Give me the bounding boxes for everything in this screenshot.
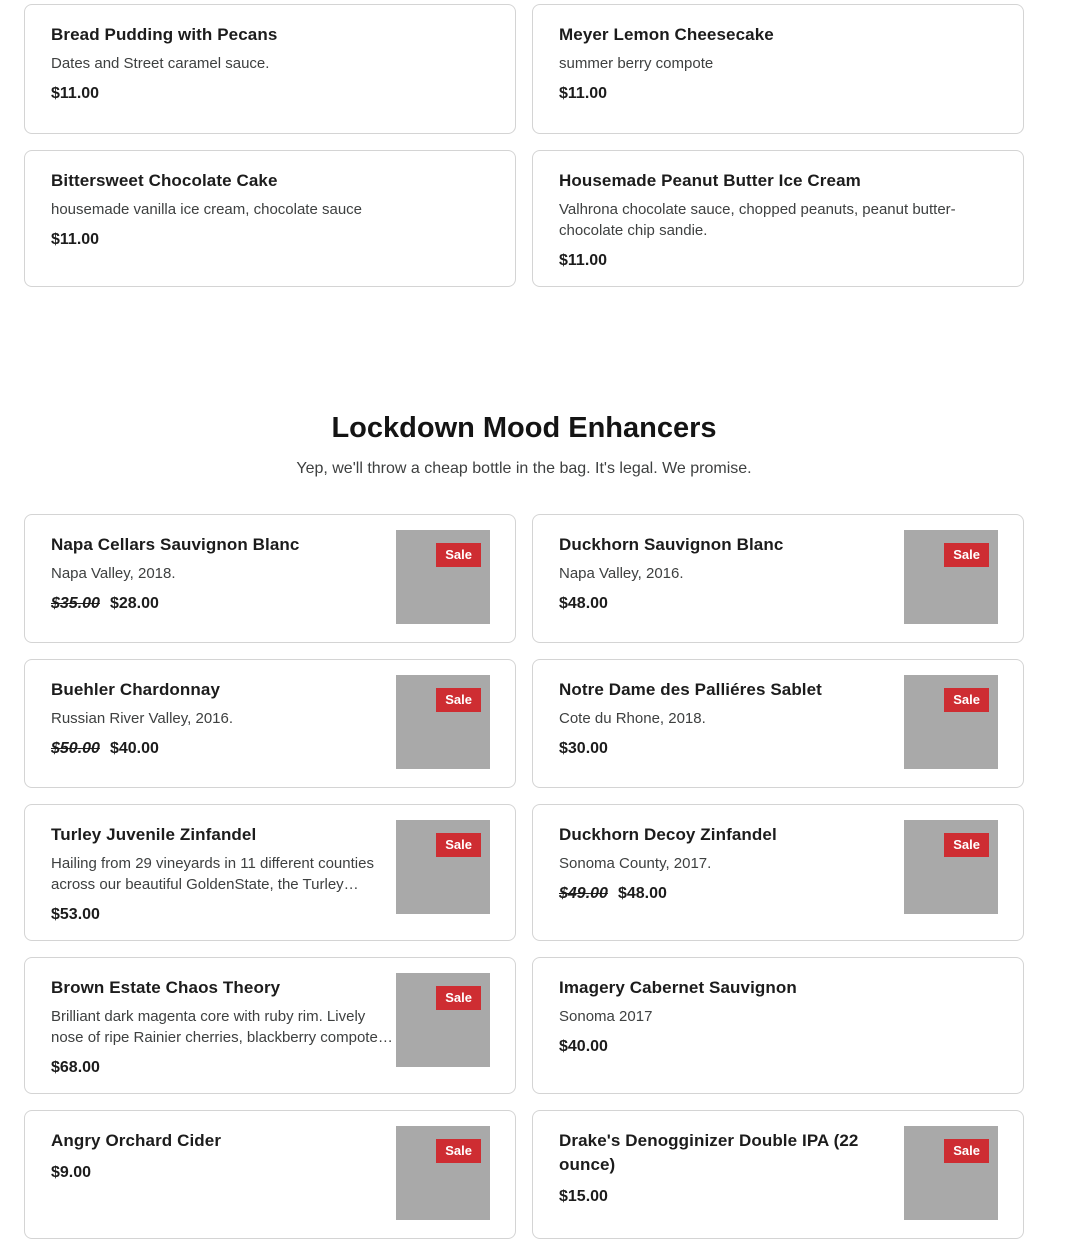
item-title: Brown Estate Chaos Theory <box>51 978 281 997</box>
product-image: Sale <box>904 675 998 769</box>
item-title: Bread Pudding with Pecans <box>51 25 278 44</box>
product-image: Sale <box>396 973 490 1067</box>
item-price: $15.00 <box>559 1188 608 1205</box>
item-price: $9.00 <box>51 1164 92 1181</box>
menu-item-card[interactable]: Duckhorn Sauvignon Blanc Napa Valley, 20… <box>532 514 1024 643</box>
menu-item-card[interactable]: Drake's Denogginizer Double IPA (22 ounc… <box>532 1110 1024 1239</box>
item-description: Sonoma 2017 <box>559 1008 653 1025</box>
menu-item-card[interactable]: Meyer Lemon Cheesecake summer berry comp… <box>532 4 1024 134</box>
item-price: $30.00 <box>559 740 608 757</box>
item-price-row: $50.00 $40.00 <box>51 738 396 760</box>
item-price-row: $35.00 $28.00 <box>51 593 396 615</box>
item-title: Meyer Lemon Cheesecake <box>559 25 774 44</box>
menu-item-card[interactable]: Bittersweet Chocolate Cake housemade van… <box>24 150 516 287</box>
product-image: Sale <box>396 820 490 914</box>
desserts-grid: Bread Pudding with Pecans Dates and Stre… <box>24 4 1024 287</box>
item-description: Dates and Street caramel sauce. <box>51 55 270 72</box>
menu-item-card[interactable]: Angry Orchard Cider $9.00 Sale <box>24 1110 516 1239</box>
sale-badge: Sale <box>944 833 989 857</box>
item-description: Valhrona chocolate sauce, chopped peanut… <box>559 201 956 239</box>
item-title: Housemade Peanut Butter Ice Cream <box>559 171 861 190</box>
item-description: Russian River Valley, 2016. <box>51 710 234 727</box>
item-title: Napa Cellars Sauvignon Blanc <box>51 535 300 554</box>
menu-item-card[interactable]: Housemade Peanut Butter Ice Cream Valhro… <box>532 150 1024 287</box>
item-price: $11.00 <box>559 85 608 102</box>
product-image: Sale <box>396 1126 490 1220</box>
sale-badge: Sale <box>436 1139 481 1163</box>
sale-badge: Sale <box>944 1139 989 1163</box>
item-price: $40.00 <box>559 1038 608 1055</box>
item-description: housemade vanilla ice cream, chocolate s… <box>51 201 363 218</box>
item-description: Brilliant dark magenta core with ruby ri… <box>51 1008 393 1046</box>
item-original-price: $35.00 <box>51 595 100 612</box>
item-price: $11.00 <box>51 231 100 248</box>
menu-item-card[interactable]: Napa Cellars Sauvignon Blanc Napa Valley… <box>24 514 516 643</box>
item-price: $68.00 <box>51 1059 100 1076</box>
item-price: $40.00 <box>109 740 159 757</box>
item-title: Bittersweet Chocolate Cake <box>51 171 278 190</box>
sale-badge: Sale <box>436 833 481 857</box>
item-description: Napa Valley, 2016. <box>559 565 684 582</box>
item-description: Hailing from 29 vineyards in 11 differen… <box>51 855 374 893</box>
section-title: Lockdown Mood Enhancers <box>331 412 717 444</box>
item-title: Notre Dame des Palliéres Sablet <box>559 680 822 699</box>
item-price: $48.00 <box>559 595 608 612</box>
item-price: $11.00 <box>559 252 608 269</box>
item-title: Duckhorn Decoy Zinfandel <box>559 825 777 844</box>
item-price-row: $49.00 $48.00 <box>559 883 904 905</box>
item-title: Duckhorn Sauvignon Blanc <box>559 535 784 554</box>
item-price: $28.00 <box>109 595 159 612</box>
product-image: Sale <box>904 820 998 914</box>
item-price: $11.00 <box>51 85 100 102</box>
item-title: Angry Orchard Cider <box>51 1131 222 1150</box>
item-title: Buehler Chardonnay <box>51 680 220 699</box>
menu-item-card[interactable]: Brown Estate Chaos Theory Brilliant dark… <box>24 957 516 1094</box>
product-image: Sale <box>904 530 998 624</box>
drinks-grid: Napa Cellars Sauvignon Blanc Napa Valley… <box>24 514 1024 1239</box>
item-description: Sonoma County, 2017. <box>559 855 712 872</box>
item-title: Drake's Denogginizer Double IPA (22 ounc… <box>559 1131 859 1174</box>
product-image: Sale <box>396 675 490 769</box>
menu-page: Bread Pudding with Pecans Dates and Stre… <box>24 4 1024 1239</box>
menu-item-card[interactable]: Turley Juvenile Zinfandel Hailing from 2… <box>24 804 516 941</box>
sale-badge: Sale <box>436 688 481 712</box>
menu-item-card[interactable]: Buehler Chardonnay Russian River Valley,… <box>24 659 516 788</box>
sale-badge: Sale <box>944 543 989 567</box>
menu-item-card[interactable]: Bread Pudding with Pecans Dates and Stre… <box>24 4 516 134</box>
product-image: Sale <box>396 530 490 624</box>
menu-item-card[interactable]: Notre Dame des Palliéres Sablet Cote du … <box>532 659 1024 788</box>
item-title: Turley Juvenile Zinfandel <box>51 825 257 844</box>
item-original-price: $49.00 <box>559 885 608 902</box>
item-original-price: $50.00 <box>51 740 100 757</box>
item-description: Cote du Rhone, 2018. <box>559 710 706 727</box>
product-image: Sale <box>904 1126 998 1220</box>
item-description: summer berry compote <box>559 55 714 72</box>
item-description: Napa Valley, 2018. <box>51 565 176 582</box>
sale-badge: Sale <box>436 986 481 1010</box>
menu-item-card[interactable]: Duckhorn Decoy Zinfandel Sonoma County, … <box>532 804 1024 941</box>
section-header: Lockdown Mood Enhancers Yep, we'll throw… <box>24 411 1024 480</box>
item-price: $53.00 <box>51 906 100 923</box>
section-subtitle: Yep, we'll throw a cheap bottle in the b… <box>296 460 752 477</box>
item-price: $48.00 <box>617 885 667 902</box>
item-title: Imagery Cabernet Sauvignon <box>559 978 797 997</box>
sale-badge: Sale <box>944 688 989 712</box>
sale-badge: Sale <box>436 543 481 567</box>
menu-item-card[interactable]: Imagery Cabernet Sauvignon Sonoma 2017 $… <box>532 957 1024 1094</box>
